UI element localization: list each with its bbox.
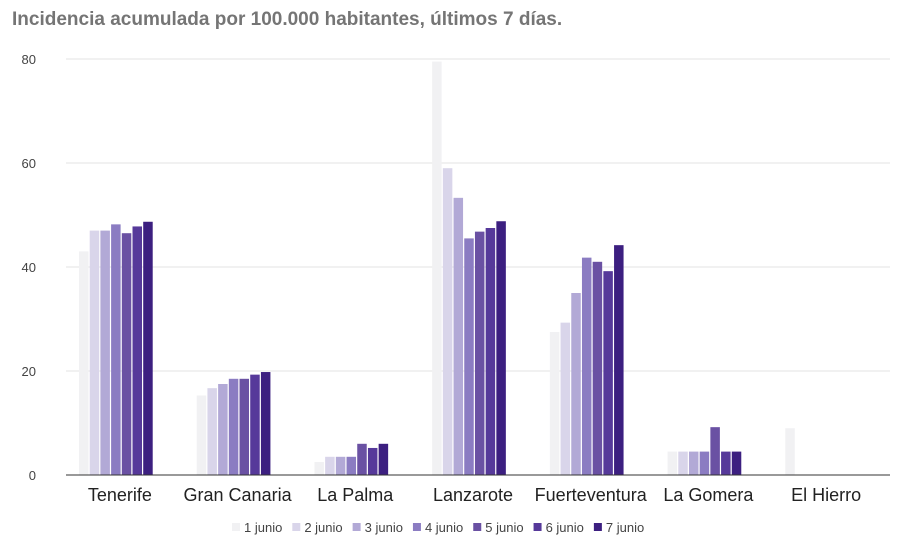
y-tick-label: 40	[22, 260, 36, 275]
legend-swatch	[473, 523, 482, 531]
bar-6-junio-fuerteventura	[603, 271, 613, 475]
bar-4-junio-tenerife	[111, 224, 121, 475]
legend-swatch	[352, 523, 361, 531]
y-tick-label: 20	[22, 364, 36, 379]
bar-1-junio-gran-canaria	[196, 395, 207, 475]
legend-label: 5 junio	[485, 520, 523, 535]
x-category-label: La Gomera	[663, 485, 754, 505]
bar-7-junio-lanzarote	[496, 221, 506, 475]
bar-4-junio-lanzarote	[464, 238, 474, 475]
bar-7-junio-fuerteventura	[614, 245, 624, 475]
bar-5-junio-fuerteventura	[592, 261, 603, 475]
x-category-label: La Palma	[317, 485, 394, 505]
x-category-label: Fuerteventura	[535, 485, 648, 505]
bar-1-junio-lanzarote	[432, 61, 442, 475]
bar-3-junio-gran-canaria	[218, 384, 228, 475]
x-category-label: Tenerife	[88, 485, 152, 505]
bar-3-junio-la-palma	[335, 456, 346, 475]
y-tick-label: 80	[22, 52, 36, 67]
bar-2-junio-la-gomera	[678, 451, 688, 475]
bar-2-junio-tenerife	[89, 230, 100, 475]
bar-3-junio-la-gomera	[688, 451, 699, 475]
bar-3-junio-lanzarote	[453, 197, 464, 475]
bar-6-junio-gran-canaria	[250, 374, 260, 475]
bar-5-junio-tenerife	[121, 233, 132, 475]
x-category-label: El Hierro	[791, 485, 861, 505]
bar-2-junio-fuerteventura	[560, 322, 571, 475]
legend-swatch	[232, 523, 240, 531]
bar-5-junio-gran-canaria	[239, 378, 250, 475]
bar-7-junio-gran-canaria	[260, 372, 271, 475]
legend-label: 2 junio	[304, 520, 342, 535]
bar-1-junio-fuerteventura	[549, 332, 560, 475]
x-category-label: Lanzarote	[433, 485, 513, 505]
bar-2-junio-lanzarote	[442, 168, 453, 475]
legend-label: 4 junio	[425, 520, 463, 535]
bar-5-junio-la-palma	[357, 443, 367, 475]
bar-4-junio-gran-canaria	[228, 378, 239, 475]
bar-1-junio-la-gomera	[667, 451, 678, 475]
bar-4-junio-la-gomera	[699, 451, 710, 475]
bar-4-junio-la-palma	[346, 456, 357, 475]
bar-7-junio-la-gomera	[731, 451, 742, 475]
legend-swatch	[292, 523, 301, 531]
bar-2-junio-la-palma	[325, 456, 335, 475]
bar-7-junio-tenerife	[143, 221, 153, 475]
chart-title: Incidencia acumulada por 100.000 habitan…	[12, 9, 563, 30]
y-tick-label: 60	[22, 156, 36, 171]
y-tick-label: 0	[29, 468, 36, 483]
legend-label: 3 junio	[365, 520, 403, 535]
bar-6-junio-la-palma	[367, 447, 378, 475]
bar-5-junio-la-gomera	[710, 427, 720, 475]
bar-6-junio-la-gomera	[721, 451, 731, 475]
legend-label: 1 junio	[244, 520, 282, 535]
bar-5-junio-lanzarote	[474, 231, 485, 475]
bar-1-junio-la-palma	[314, 462, 324, 475]
bar-1-junio-tenerife	[79, 251, 89, 475]
legend-label: 7 junio	[606, 520, 644, 535]
legend-label: 6 junio	[546, 520, 584, 535]
bar-4-junio-fuerteventura	[581, 257, 592, 475]
x-category-label: Gran Canaria	[184, 485, 293, 505]
bar-7-junio-la-palma	[378, 443, 389, 475]
legend-swatch	[533, 523, 542, 531]
bar-6-junio-lanzarote	[485, 228, 496, 475]
legend-swatch	[593, 523, 602, 531]
legend-swatch	[412, 523, 421, 531]
bar-3-junio-tenerife	[100, 230, 110, 475]
bar-2-junio-gran-canaria	[207, 388, 217, 475]
bar-1-junio-el-hierro	[785, 428, 795, 475]
bar-3-junio-fuerteventura	[571, 293, 581, 475]
bar-6-junio-tenerife	[132, 226, 143, 475]
